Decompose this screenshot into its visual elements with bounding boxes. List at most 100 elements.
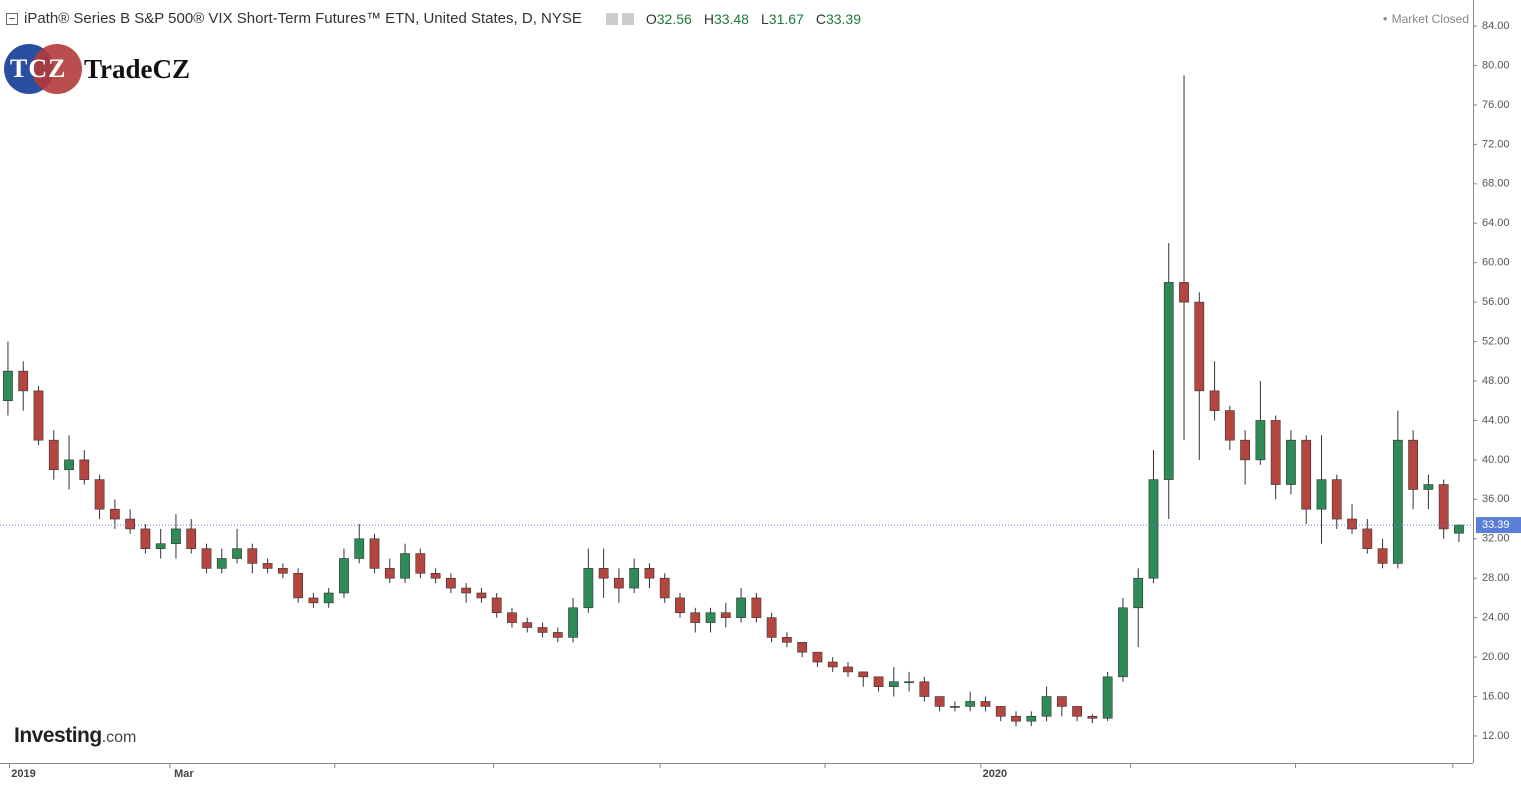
market-status: Market Closed [1383, 12, 1469, 26]
candle-body [1179, 282, 1189, 303]
candle-body [659, 577, 670, 599]
candle-body [950, 706, 960, 708]
candle-body [782, 637, 792, 643]
candle-body [476, 592, 487, 599]
x-tick-label: 2020 [983, 768, 1007, 780]
watermark-brand: Investing [14, 724, 102, 747]
candle-body [262, 563, 273, 569]
candle-body [1270, 420, 1281, 485]
logo-name: TradeCZ [84, 54, 190, 84]
candle-body [537, 627, 548, 633]
candle-body [48, 439, 59, 471]
logo: TCZ TradeCZ [4, 44, 244, 94]
candle-body [171, 528, 181, 545]
candle-body [308, 597, 319, 604]
y-tick-label: 76.00 [1482, 99, 1510, 111]
last-price-box [1476, 517, 1521, 534]
candle-body [1041, 696, 1052, 717]
candle-body [277, 568, 288, 574]
candle-body [812, 651, 823, 663]
candle-body [140, 528, 151, 549]
ohlc-value: 31.67 [768, 10, 804, 27]
candle-body [675, 597, 685, 614]
candle-body [33, 390, 44, 441]
watermark-suffix: .com [101, 729, 137, 746]
candle-body [1240, 439, 1250, 461]
icon[interactable] [621, 12, 634, 25]
header: iPath® Series B S&P 500® VIX Short-Term … [6, 10, 861, 27]
y-tick-label: 48.00 [1482, 375, 1510, 387]
candle-body [1026, 715, 1037, 722]
candle-body [629, 568, 640, 589]
y-tick-label: 72.00 [1482, 138, 1510, 150]
y-tick-label: 80.00 [1482, 59, 1510, 71]
candle-body [125, 518, 136, 530]
candle-body [155, 543, 166, 549]
y-tick-label: 52.00 [1482, 335, 1510, 347]
candle-body [461, 587, 472, 594]
y-tick-label: 40.00 [1482, 454, 1510, 466]
candle-body [1392, 439, 1403, 564]
candle-body [980, 701, 991, 707]
y-tick-label: 24.00 [1482, 612, 1510, 624]
collapse-icon[interactable] [6, 12, 18, 25]
y-tick-label: 60.00 [1482, 257, 1510, 269]
candle-body [18, 370, 29, 392]
candle-body [1056, 696, 1067, 707]
candle-body [109, 508, 120, 520]
candle-body [522, 622, 533, 628]
candle-body [873, 676, 884, 687]
y-tick-label: 64.00 [1482, 217, 1510, 229]
candle-body [1423, 484, 1434, 490]
candle-body [1102, 676, 1113, 719]
candle-body [400, 553, 410, 579]
candle-body [736, 597, 746, 618]
candle-body [430, 572, 441, 579]
candle-body [1301, 439, 1312, 510]
candle-body [339, 558, 349, 594]
candle-body [751, 597, 762, 618]
candle-body [293, 572, 304, 599]
candle-body [598, 568, 609, 579]
candle-body [1209, 390, 1220, 411]
candle-body [232, 548, 242, 559]
candle-body [583, 568, 594, 609]
candle-body [919, 681, 930, 697]
x-tick-label: Mar [174, 768, 194, 780]
ohlc-value: 33.48 [713, 10, 749, 27]
candle-body [995, 706, 1006, 717]
candle-body [614, 577, 624, 589]
candle-body [384, 568, 395, 579]
y-tick-label: 84.00 [1482, 20, 1510, 32]
candle-body [354, 538, 365, 559]
ohlc-value: 32.56 [656, 10, 692, 27]
candle-body [705, 612, 716, 623]
candle-body [720, 612, 731, 618]
candle-body [1148, 479, 1159, 579]
candle-body [1286, 439, 1296, 485]
candle-body [904, 681, 914, 684]
candle-body [568, 607, 578, 638]
icon[interactable] [605, 12, 618, 25]
candle-body [1331, 479, 1342, 520]
ohlc-label: O [645, 10, 657, 27]
x-tick-label: 2019 [11, 768, 35, 780]
candle-body [201, 548, 212, 569]
candle-body [766, 617, 777, 638]
candle-body [934, 696, 945, 707]
candle-body [186, 528, 197, 549]
candle-body [843, 666, 853, 673]
y-tick-label: 12.00 [1482, 730, 1510, 742]
candle-body [64, 459, 74, 471]
candle-body [965, 701, 976, 707]
y-tick-label: 28.00 [1482, 572, 1510, 584]
candle-body [797, 642, 808, 653]
y-tick-label: 20.00 [1482, 651, 1510, 663]
ohlc-label: H [703, 10, 714, 27]
candle-body [1316, 479, 1327, 510]
candle-body [1362, 528, 1373, 549]
candle-body [858, 671, 869, 678]
candle-body [690, 612, 701, 623]
candle-body [216, 558, 227, 569]
